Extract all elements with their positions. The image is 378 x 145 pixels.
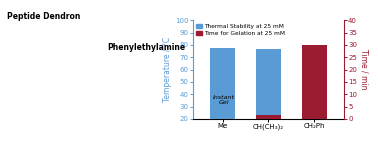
Y-axis label: Temperature / °C: Temperature / °C: [163, 37, 172, 102]
Bar: [256, 115, 281, 119]
Text: Instant
Gel: Instant Gel: [212, 95, 234, 105]
Bar: [210, 48, 235, 144]
Bar: [256, 49, 281, 144]
Bar: [302, 47, 327, 144]
Y-axis label: Time / min: Time / min: [360, 49, 369, 90]
Text: Peptide Dendron: Peptide Dendron: [8, 12, 81, 21]
Text: Phenylethylamine: Phenylethylamine: [107, 44, 186, 52]
Legend: Thermal Stability at 25 mM, Time for Gelation at 25 mM: Thermal Stability at 25 mM, Time for Gel…: [196, 23, 286, 36]
Text: R =: R =: [0, 144, 1, 145]
Bar: [302, 45, 327, 119]
